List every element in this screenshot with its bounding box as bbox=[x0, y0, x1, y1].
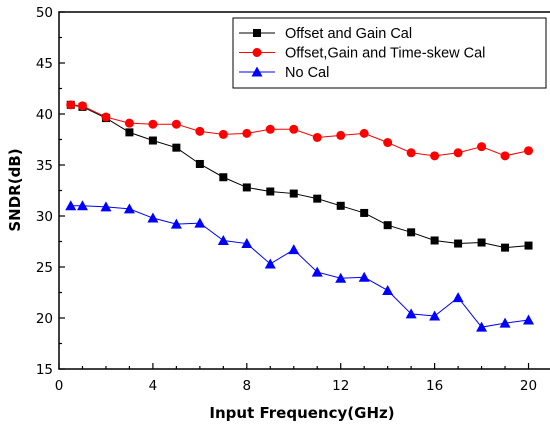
data-point bbox=[454, 239, 463, 248]
y-tick-label: 15 bbox=[36, 362, 53, 378]
data-point bbox=[219, 173, 228, 182]
data-point bbox=[148, 119, 158, 129]
x-tick-label: 16 bbox=[426, 378, 443, 394]
x-tick-label: 12 bbox=[332, 378, 349, 394]
data-point bbox=[501, 243, 510, 252]
data-point bbox=[336, 201, 345, 210]
data-point bbox=[336, 130, 346, 140]
data-point bbox=[76, 200, 88, 211]
data-point bbox=[407, 228, 416, 237]
data-point bbox=[194, 217, 206, 228]
data-point bbox=[477, 142, 487, 152]
y-tick-label: 25 bbox=[36, 260, 53, 276]
data-point bbox=[241, 238, 253, 249]
legend-box bbox=[232, 17, 547, 89]
y-tick-label: 30 bbox=[36, 209, 53, 225]
legend-entry: Offset and Gain Cal bbox=[239, 26, 412, 42]
data-point bbox=[406, 148, 416, 158]
x-axis: 0 4 8 12 16 20 bbox=[55, 363, 537, 394]
y-tick-label: 40 bbox=[36, 107, 53, 123]
y-tick-label: 20 bbox=[36, 311, 53, 327]
data-point bbox=[218, 129, 228, 139]
data-point bbox=[382, 284, 394, 295]
data-point bbox=[147, 212, 159, 223]
data-point bbox=[195, 126, 205, 136]
data-point bbox=[242, 128, 252, 138]
data-point bbox=[101, 112, 111, 122]
data-point bbox=[335, 272, 347, 283]
data-point bbox=[452, 292, 464, 303]
legend-marker bbox=[253, 29, 261, 37]
series-3 bbox=[65, 200, 535, 332]
data-point bbox=[524, 241, 533, 250]
x-axis-title: Input Frequency(GHz) bbox=[209, 404, 394, 422]
data-point bbox=[429, 310, 441, 321]
data-point bbox=[359, 128, 369, 138]
data-point bbox=[383, 138, 393, 148]
data-point bbox=[312, 132, 322, 142]
data-point bbox=[476, 321, 488, 332]
data-point bbox=[405, 308, 417, 319]
data-point bbox=[289, 124, 299, 134]
data-point bbox=[242, 183, 251, 192]
x-tick-label: 20 bbox=[520, 378, 537, 394]
data-point bbox=[523, 314, 535, 325]
legend: Offset and Gain Cal Offset,Gain and Time-… bbox=[232, 17, 547, 89]
data-point bbox=[313, 194, 322, 203]
data-point bbox=[360, 208, 369, 217]
data-point bbox=[195, 159, 204, 168]
x-tick-label: 4 bbox=[149, 378, 158, 394]
data-point bbox=[500, 151, 510, 161]
data-point bbox=[430, 236, 439, 245]
data-point bbox=[311, 266, 323, 277]
data-point bbox=[266, 187, 275, 196]
y-tick-label: 35 bbox=[36, 158, 53, 174]
legend-entry: No Cal bbox=[239, 65, 329, 81]
data-point bbox=[289, 189, 298, 198]
series-layer bbox=[65, 100, 535, 332]
data-point bbox=[524, 146, 534, 156]
data-point bbox=[453, 148, 463, 158]
data-point bbox=[170, 218, 182, 229]
data-point bbox=[100, 201, 112, 212]
data-point bbox=[217, 234, 229, 245]
series-2 bbox=[66, 100, 534, 161]
data-point bbox=[499, 317, 511, 328]
data-point bbox=[171, 119, 181, 129]
data-point bbox=[288, 244, 300, 255]
legend-label: No Cal bbox=[285, 65, 329, 81]
data-point bbox=[477, 238, 486, 247]
x-tick-label: 0 bbox=[55, 378, 64, 394]
y-tick-label: 50 bbox=[36, 5, 53, 21]
y-axis: 15 20 25 30 35 40 45 50 bbox=[36, 5, 65, 378]
data-point bbox=[77, 101, 87, 111]
data-point bbox=[358, 271, 370, 282]
data-point bbox=[125, 128, 134, 137]
legend-label: Offset and Gain Cal bbox=[285, 26, 412, 42]
data-point bbox=[383, 221, 392, 230]
y-tick-label: 45 bbox=[36, 56, 53, 72]
legend-marker bbox=[252, 48, 262, 57]
data-point bbox=[264, 258, 276, 269]
legend-marker bbox=[251, 66, 263, 77]
data-point bbox=[124, 118, 134, 128]
data-point bbox=[66, 100, 76, 110]
data-point bbox=[65, 200, 77, 211]
data-point bbox=[265, 124, 275, 134]
data-point bbox=[123, 203, 135, 214]
data-point bbox=[430, 151, 440, 161]
y-axis-title: SNDR(dB) bbox=[6, 148, 24, 231]
legend-entry: Offset,Gain and Time-skew Cal bbox=[239, 46, 485, 62]
data-point bbox=[172, 143, 181, 152]
data-point bbox=[148, 136, 157, 145]
legend-label: Offset,Gain and Time-skew Cal bbox=[285, 46, 485, 62]
x-tick-label: 8 bbox=[243, 378, 252, 394]
